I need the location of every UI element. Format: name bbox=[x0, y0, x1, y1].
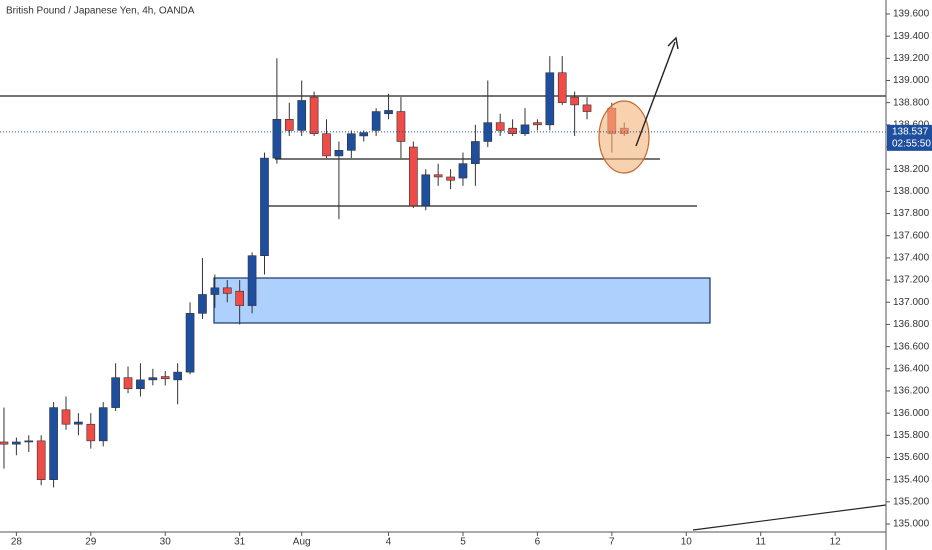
candle-body bbox=[160, 376, 170, 380]
candle-body bbox=[111, 377, 120, 408]
x-tick-label: 10 bbox=[681, 537, 693, 548]
candle-body bbox=[0, 441, 9, 445]
y-tick-label: 136.000 bbox=[893, 408, 930, 419]
candle-body bbox=[247, 255, 257, 306]
y-tick-label: 137.400 bbox=[893, 253, 930, 264]
candle-body bbox=[396, 111, 406, 142]
x-tick-label: 28 bbox=[11, 537, 23, 548]
candle-body bbox=[346, 133, 356, 151]
candle-body bbox=[433, 174, 443, 178]
x-tick-label: 6 bbox=[535, 537, 541, 548]
y-tick-label: 135.000 bbox=[893, 519, 930, 530]
candle-body bbox=[384, 110, 393, 115]
x-tick-label: 5 bbox=[460, 537, 466, 548]
candle-body bbox=[136, 379, 145, 390]
demand-zone bbox=[213, 277, 711, 324]
candle-body bbox=[570, 96, 579, 106]
candle-body bbox=[421, 174, 431, 207]
candle-body bbox=[545, 72, 555, 126]
y-tick-label: 137.800 bbox=[893, 208, 930, 219]
y-tick-label: 136.600 bbox=[893, 341, 930, 352]
candle-body bbox=[508, 127, 517, 135]
candle-body bbox=[222, 287, 232, 294]
candle-body bbox=[533, 122, 542, 126]
arrow bbox=[635, 41, 676, 147]
candle-body bbox=[185, 313, 195, 373]
x-tick-label: 11 bbox=[756, 537, 767, 548]
candle-body bbox=[198, 294, 207, 314]
candle-body bbox=[12, 441, 21, 445]
x-tick-label: 29 bbox=[85, 537, 97, 548]
x-tick-label: Aug bbox=[293, 537, 311, 548]
trend-line bbox=[692, 504, 887, 531]
arrow-head bbox=[667, 36, 679, 50]
candle-body bbox=[297, 100, 307, 131]
candle-body bbox=[74, 421, 83, 425]
candle-body bbox=[495, 122, 505, 131]
candle-body bbox=[235, 290, 245, 306]
y-tick-label: 135.200 bbox=[893, 496, 930, 507]
y-tick-label: 138.800 bbox=[893, 97, 930, 108]
candle-body bbox=[409, 146, 418, 207]
candle-body bbox=[284, 119, 294, 131]
x-tick-label: 31 bbox=[234, 537, 246, 548]
candle-body bbox=[471, 141, 480, 164]
highlight-circle bbox=[598, 100, 650, 174]
y-tick-label: 139.000 bbox=[893, 75, 930, 86]
candle-body bbox=[272, 119, 282, 159]
last-price-box bbox=[887, 124, 932, 151]
y-tick-label: 139.400 bbox=[893, 31, 930, 42]
candle-body bbox=[61, 409, 71, 425]
drawings bbox=[0, 95, 887, 531]
candle-body bbox=[458, 163, 468, 179]
y-tick-label: 139.600 bbox=[893, 9, 930, 20]
candle-body bbox=[173, 371, 182, 381]
y-tick-label: 135.600 bbox=[893, 452, 930, 463]
candle-body bbox=[483, 122, 493, 142]
candle-body bbox=[123, 377, 133, 390]
y-tick-label: 137.000 bbox=[893, 297, 930, 308]
y-tick-label: 136.400 bbox=[893, 363, 930, 374]
candle-body bbox=[309, 96, 319, 135]
candle-body bbox=[98, 407, 108, 442]
candle-body bbox=[359, 132, 369, 137]
candle-body bbox=[36, 440, 46, 480]
x-tick-label: 30 bbox=[160, 537, 172, 548]
candle-body bbox=[334, 150, 344, 157]
candle-body bbox=[148, 377, 158, 381]
y-tick-label: 136.800 bbox=[893, 319, 930, 330]
x-tick-label: 12 bbox=[830, 537, 842, 548]
y-tick-label: 137.200 bbox=[893, 275, 930, 286]
candle-body bbox=[49, 407, 58, 480]
candle-body bbox=[86, 423, 96, 442]
countdown-label: 02:55:50 bbox=[892, 138, 931, 149]
y-tick-label: 138.200 bbox=[893, 164, 930, 175]
y-tick-label: 138.000 bbox=[893, 186, 930, 197]
y-tick-label: 135.800 bbox=[893, 430, 930, 441]
candle-body bbox=[520, 124, 530, 135]
candle-body bbox=[557, 72, 567, 103]
candle-body bbox=[24, 440, 34, 443]
candle-body bbox=[322, 133, 331, 157]
y-tick-label: 135.400 bbox=[893, 474, 930, 485]
chart-title: British Pound / Japanese Yen, 4h, OANDA bbox=[6, 6, 195, 17]
x-tick-label: 4 bbox=[386, 537, 392, 548]
overlay bbox=[598, 36, 679, 174]
last-price-label: 138.537 bbox=[892, 126, 929, 137]
candle-body bbox=[446, 176, 455, 181]
candle-body bbox=[371, 111, 381, 131]
y-tick-label: 137.600 bbox=[893, 230, 930, 241]
y-tick-label: 136.200 bbox=[893, 386, 930, 397]
candle-body bbox=[582, 104, 592, 112]
candle-body bbox=[260, 157, 269, 256]
candle-body bbox=[210, 287, 220, 295]
x-tick-label: 7 bbox=[609, 537, 615, 548]
y-tick-label: 139.200 bbox=[893, 53, 930, 64]
